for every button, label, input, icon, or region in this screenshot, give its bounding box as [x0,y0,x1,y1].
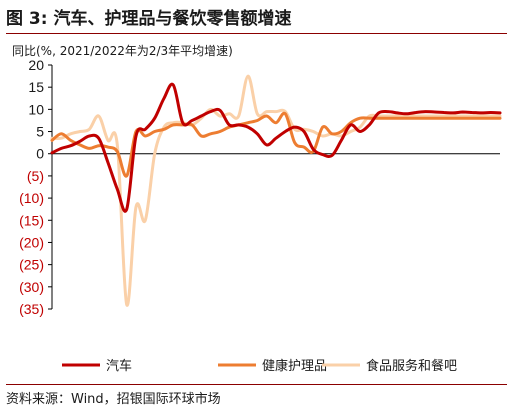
y-tick-label: 5 [36,124,44,140]
y-tick-label: (15) [19,212,44,228]
source-divider [6,384,507,385]
legend-label-0: 汽车 [106,358,132,374]
series-line-1 [50,111,502,178]
line-chart: 20 15 10 5 0 (5) (10) (15) (20) (25) (30) (35) 汽车 健康… [19,57,502,374]
y-tick-label: 15 [28,79,44,95]
series-line-0 [50,82,502,213]
title-divider [6,33,507,34]
y-axis: 20 15 10 5 0 (5) (10) (15) (20) (25) (30) (35) [19,57,53,317]
legend-label-2: 食品服务和餐吧 [366,358,457,374]
legend-label-1: 健康护理品 [262,358,327,374]
series-line-2 [50,74,502,307]
y-tick-label: (35) [19,301,44,317]
y-tick-label: (5) [27,168,44,184]
y-tick-label: 0 [36,146,44,162]
source-note: 资料来源：Wind，招银国际环球市场 [6,392,221,407]
legend: 汽车 健康护理品 食品服务和餐吧 [62,358,457,374]
y-tick-label: (20) [19,234,44,250]
series-lines [50,74,502,307]
y-axis-unit-label: 同比(%, 2021/2022年为2/3年平均增速) [12,44,233,58]
y-tick-label: (30) [19,279,44,295]
y-tick-label: 20 [28,57,44,73]
y-tick-label: 10 [28,101,44,117]
y-tick-label: (10) [19,190,44,206]
y-tick-label: (25) [19,257,44,273]
chart-title: 图 3: 汽车、护理品与餐饮零售额增速 [6,9,292,29]
